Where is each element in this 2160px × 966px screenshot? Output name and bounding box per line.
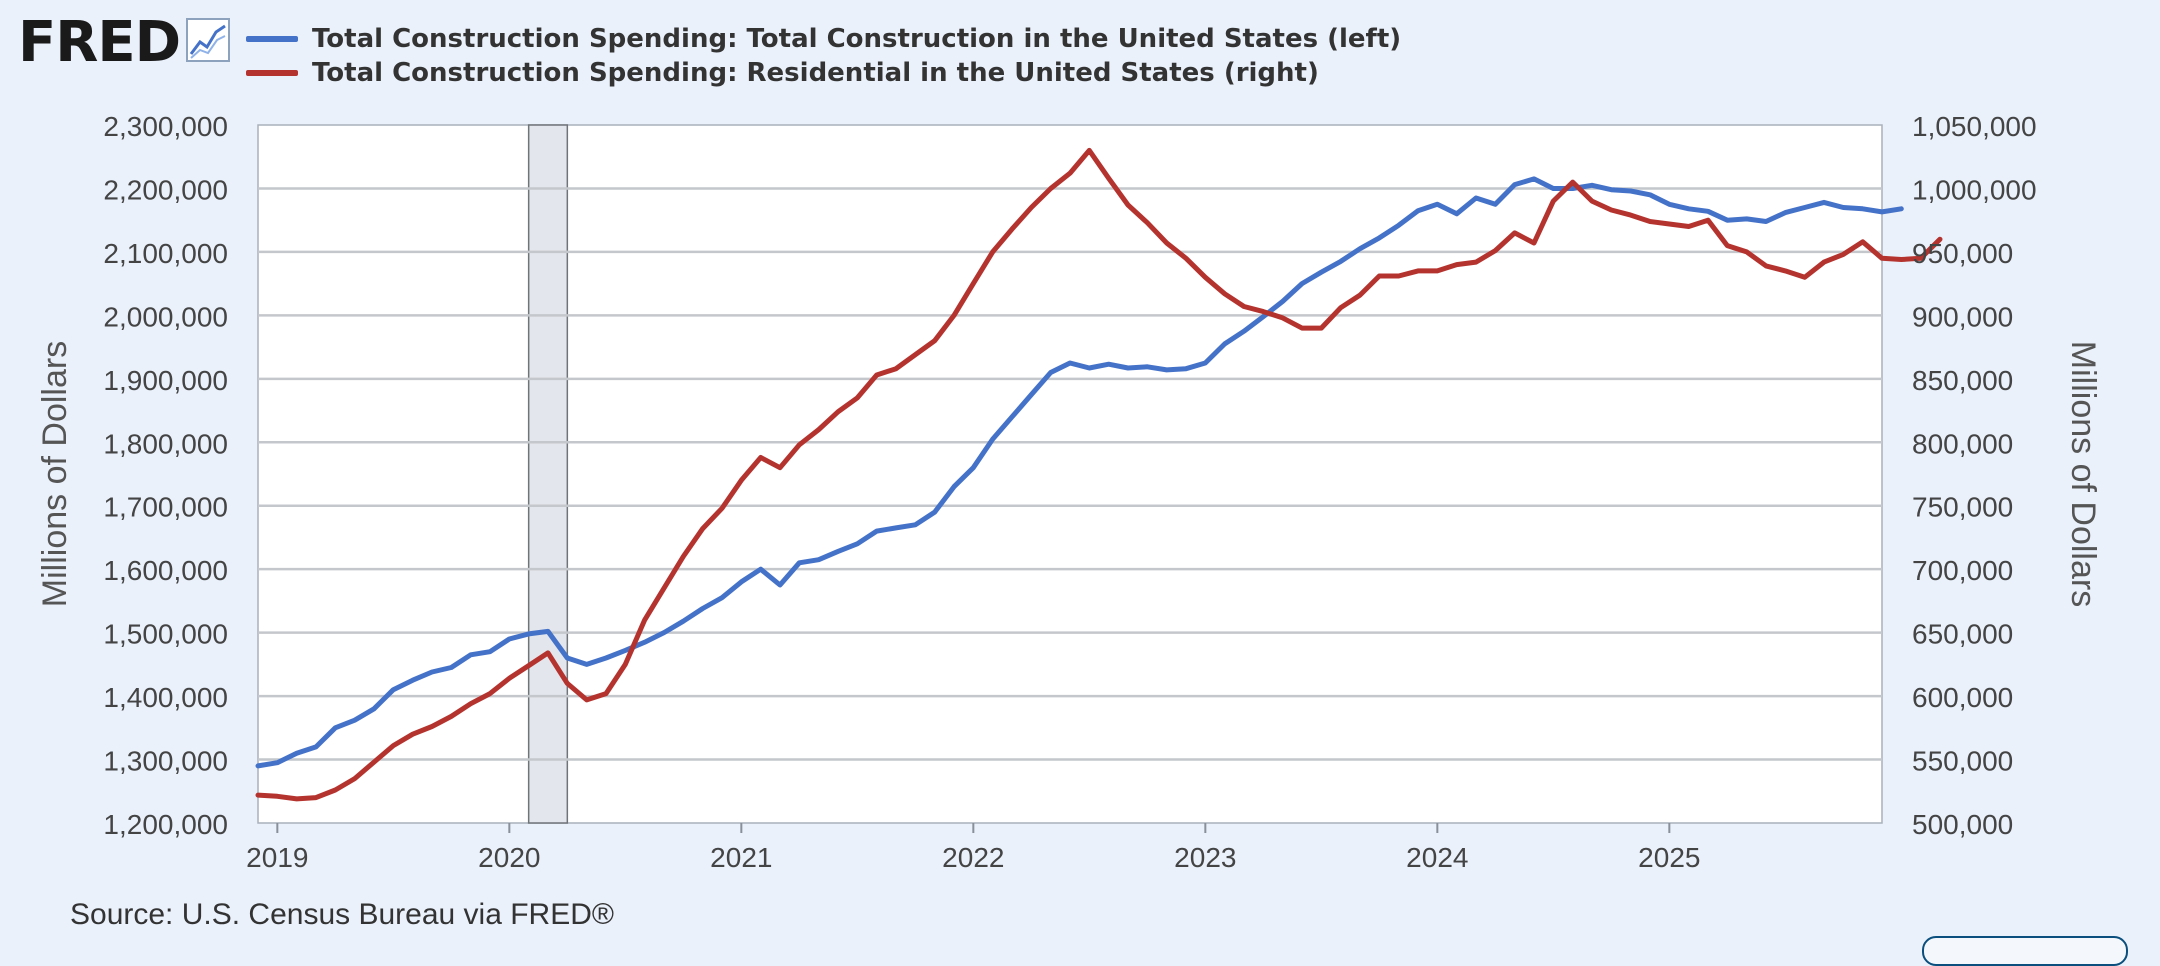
legend-label-residential: Total Construction Spending: Residential… [312,58,1319,88]
x-tick-label: 2020 [478,842,540,873]
series-line-residential[interactable] [255,147,1943,802]
y-tick-left: 1,600,000 [103,555,228,586]
y-tick-right: 600,000 [1912,682,2013,713]
fred-logo[interactable]: FRED [18,10,181,75]
y-tick-right: 700,000 [1912,555,2013,586]
x-tick-label: 2022 [942,842,1004,873]
recession-shading [527,124,569,824]
legend-swatch-residential [246,70,298,76]
plot-area [257,124,1883,824]
edit-graph-button[interactable] [1922,936,2128,966]
y-tick-right: 500,000 [1912,809,2013,840]
y-tick-right: 1,000,000 [1912,174,2037,205]
y-tick-right: 900,000 [1912,301,2013,332]
y-tick-right: 800,000 [1912,428,2013,459]
source-note: Source: U.S. Census Bureau via FRED® [70,898,614,931]
y-tick-left: 1,700,000 [103,492,228,523]
y-tick-left: 1,300,000 [103,746,228,777]
chart[interactable]: 1,200,000 500,000 1,300,000 550,000 1,400,00… [0,0,2160,890]
y-tick-right: 1,050,000 [1912,111,2037,142]
legend-label-total: Total Construction Spending: Total Const… [312,24,1402,54]
y-tick-left: 1,900,000 [103,365,228,396]
y-tick-right: 650,000 [1912,619,2013,650]
x-tick-label: 2019 [246,842,308,873]
x-tick-label: 2025 [1638,842,1700,873]
y-tick-left: 1,500,000 [103,619,228,650]
y-tick-right: 750,000 [1912,492,2013,523]
legend-item-residential[interactable]: Total Construction Spending: Residential… [246,56,1319,90]
x-tick-label: 2024 [1406,842,1468,873]
y-tick-left: 2,300,000 [103,111,228,142]
y-tick-left: 2,000,000 [103,301,228,332]
y-axis-label-right: Millions of Dollars [2064,341,2102,607]
series-line-total[interactable] [255,176,1904,769]
x-tick-label: 2021 [710,842,772,873]
legend-item-total[interactable]: Total Construction Spending: Total Const… [246,22,1401,56]
y-tick-right: 550,000 [1912,746,2013,777]
y-tick-left: 1,800,000 [103,428,228,459]
legend-swatch-total [246,36,298,42]
y-tick-left: 1,400,000 [103,682,228,713]
x-tick-label: 2023 [1174,842,1236,873]
y-tick-left: 2,200,000 [103,174,228,205]
y-tick-right: 850,000 [1912,365,2013,396]
y-axis-label-left: Millions of Dollars [36,341,74,607]
y-tick-left: 2,100,000 [103,238,228,269]
y-tick-left: 1,200,000 [103,809,228,840]
line-chart-icon[interactable] [186,18,230,62]
y-tick-right: 950,000 [1912,238,2013,269]
